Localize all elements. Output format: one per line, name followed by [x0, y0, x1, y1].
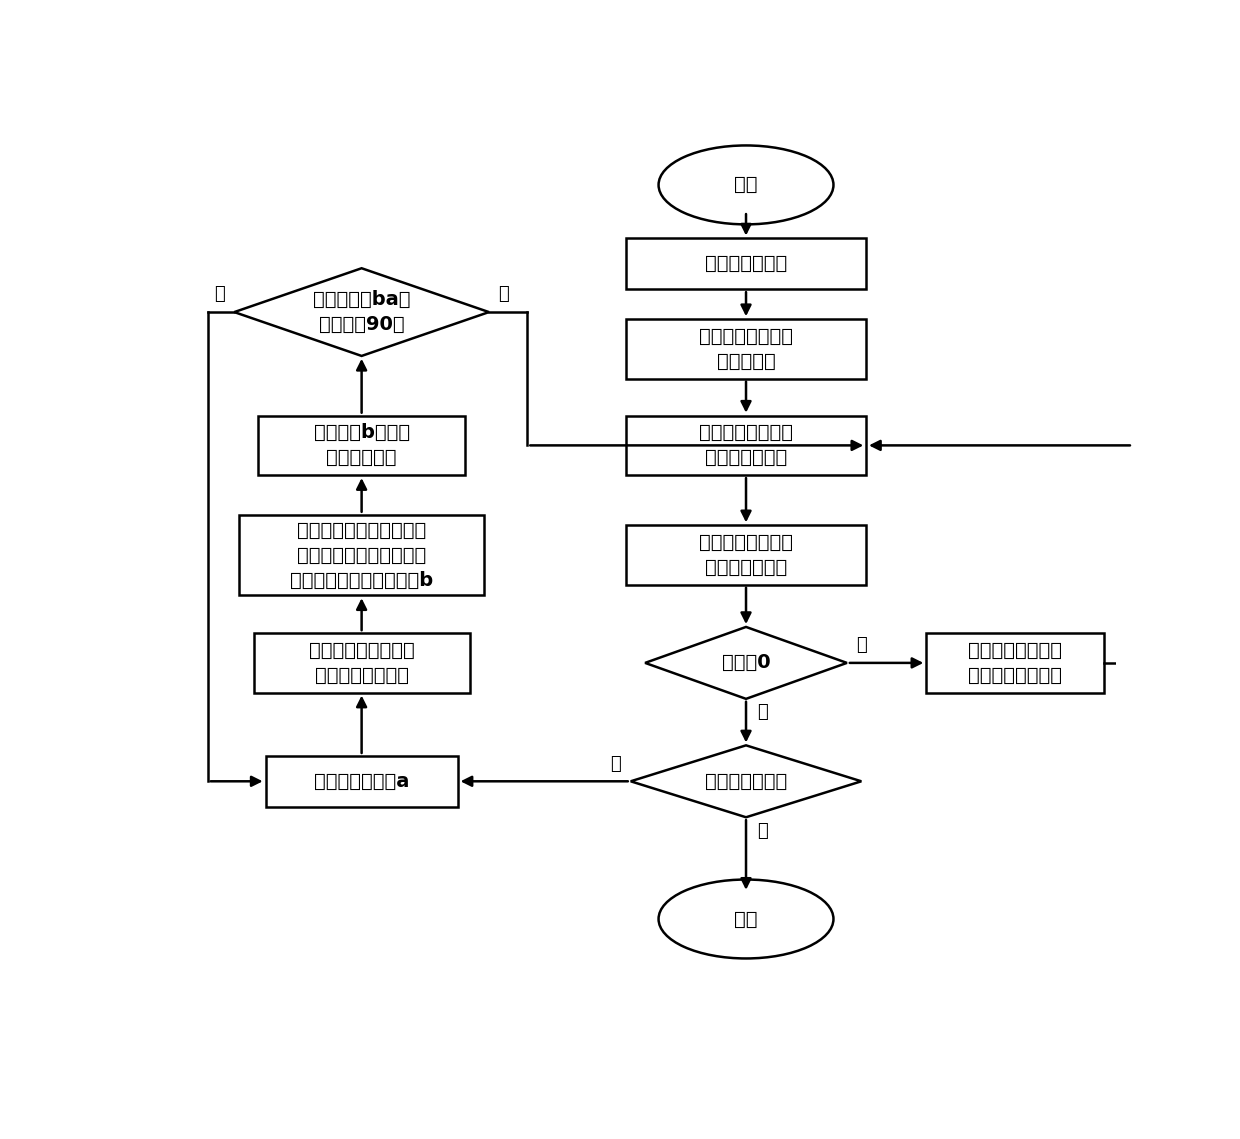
- Text: 在吸引力，排斥力和强制
干扰力共同作用下运动五
个步长到达新位置，记为b: 在吸引力，排斥力和强制 干扰力共同作用下运动五 个步长到达新位置，记为b: [290, 521, 433, 590]
- Text: 是: 是: [758, 821, 769, 839]
- Bar: [626, 238, 866, 289]
- Bar: [926, 633, 1104, 693]
- Bar: [626, 416, 866, 475]
- Bar: [258, 416, 465, 475]
- Polygon shape: [645, 626, 847, 699]
- Bar: [239, 515, 484, 596]
- Ellipse shape: [658, 146, 833, 224]
- Text: 是否到达目标点: 是否到达目标点: [704, 772, 787, 790]
- Text: 是: 是: [498, 285, 510, 303]
- Text: 否: 否: [610, 754, 621, 772]
- Bar: [265, 756, 458, 806]
- Text: 基于位置b计算吸
引力和排斥力: 基于位置b计算吸 引力和排斥力: [314, 424, 409, 467]
- Text: 利用当前吸引力构造
出一个强制干扰力: 利用当前吸引力构造 出一个强制干扰力: [309, 641, 414, 685]
- Text: 否: 否: [857, 636, 867, 654]
- Text: 将当前位置记为a: 将当前位置记为a: [314, 772, 409, 790]
- Bar: [253, 633, 470, 693]
- Text: 初始化相关参数: 初始化相关参数: [704, 254, 787, 273]
- Text: 构造引力势场函数
和斥力势场函数: 构造引力势场函数 和斥力势场函数: [699, 424, 794, 467]
- Text: 否: 否: [215, 285, 224, 303]
- Ellipse shape: [658, 879, 833, 958]
- Polygon shape: [234, 268, 489, 355]
- Text: 开始: 开始: [734, 175, 758, 195]
- Bar: [626, 525, 866, 584]
- Text: 基于当前位置计算
吸引力和排斥力: 基于当前位置计算 吸引力和排斥力: [699, 533, 794, 577]
- Text: 合力与向量ba的
夹角大于90度: 合力与向量ba的 夹角大于90度: [312, 290, 410, 334]
- Bar: [626, 319, 866, 379]
- Text: 沿合力方向运动一
个步长到达新位置: 沿合力方向运动一 个步长到达新位置: [968, 641, 1063, 685]
- Text: 是: 是: [758, 703, 769, 721]
- Text: 设置路径规划起始
点和目标点: 设置路径规划起始 点和目标点: [699, 327, 794, 371]
- Text: 合力为0: 合力为0: [722, 654, 770, 672]
- Text: 结束: 结束: [734, 909, 758, 928]
- Polygon shape: [631, 745, 862, 818]
